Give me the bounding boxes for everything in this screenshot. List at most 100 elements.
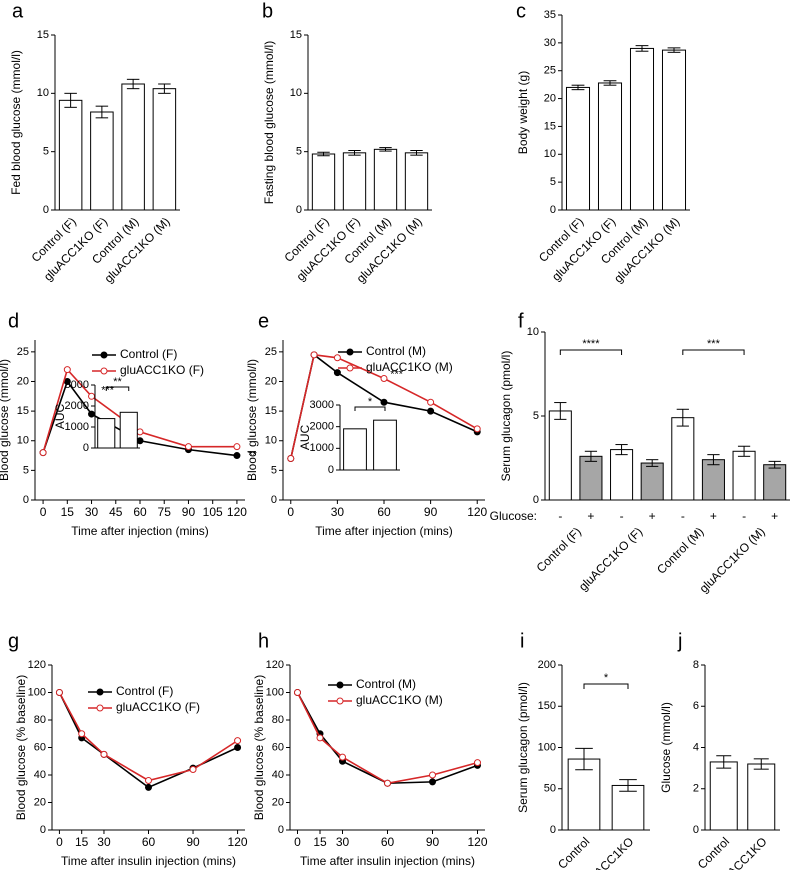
x-axis-label: Time after insulin injection (mins): [300, 854, 475, 868]
x-tick-label: 75: [158, 505, 172, 519]
panel-letter: d: [8, 310, 19, 332]
y-tick-label: 6: [693, 700, 699, 712]
panel-letter: i: [520, 630, 524, 652]
y-tick-label: 10: [37, 87, 49, 99]
x-tick-label: 90: [424, 505, 438, 519]
significance: ****: [582, 338, 600, 350]
x-tick-label: gluACC1KO (M): [697, 524, 768, 595]
point: [429, 778, 436, 786]
point: [427, 407, 435, 415]
panel-letter: c: [516, 0, 526, 22]
inset-bar: [343, 428, 367, 471]
bar: [90, 111, 114, 211]
point: [234, 744, 242, 751]
y-tick-label: 200: [538, 659, 556, 671]
x-axis-label: Time after insulin injection (mins): [61, 854, 236, 868]
point: [380, 375, 388, 383]
inset-bracket: [354, 406, 386, 411]
x-tick-label: 105: [203, 505, 223, 519]
glucose-label: Glucose:: [490, 509, 537, 523]
glucose-sign: -: [558, 509, 562, 523]
point: [310, 351, 318, 359]
y-tick-label: 60: [272, 741, 284, 753]
x-tick-label: gluACC1KO: [580, 834, 636, 870]
legend-label: Control (M): [356, 677, 416, 691]
y-tick-label: 0: [40, 824, 46, 836]
x-tick-label: 0: [56, 835, 63, 849]
point: [55, 689, 63, 696]
y-axis-label: Blood glucose (% baseline): [14, 675, 28, 820]
y-tick-label: 0: [693, 824, 699, 836]
y-tick-label: 0: [550, 204, 556, 216]
y-tick-label: 80: [272, 714, 284, 726]
x-tick-label: 60: [142, 835, 156, 849]
x-tick-label: 30: [85, 505, 99, 519]
point: [427, 398, 435, 406]
legend-marker: [96, 704, 104, 712]
inset-bracket: [105, 386, 130, 391]
bar: [610, 449, 634, 501]
y-tick-label: 15: [544, 120, 556, 132]
y-tick-label: 0: [328, 464, 334, 476]
point: [184, 443, 192, 451]
point: [474, 759, 481, 767]
point: [333, 369, 341, 377]
x-tick-label: 15: [75, 835, 89, 849]
x-tick-label: 45: [109, 505, 123, 519]
y-axis-label: Serum glucagon (pmol/l): [499, 351, 513, 482]
x-tick-label: 120: [467, 835, 487, 849]
point: [333, 354, 341, 362]
bar: [671, 417, 695, 501]
y-axis-label: Fasting blood glucose (mmol/l): [262, 41, 276, 204]
y-axis-label: Blood glucose (mmol/l): [0, 359, 11, 481]
point: [294, 689, 301, 696]
y-tick-label: 15: [17, 405, 29, 417]
y-tick-label: 1000: [65, 421, 89, 433]
point: [339, 753, 346, 761]
y-tick-label: 5: [533, 410, 539, 422]
x-tick-label: 90: [426, 835, 440, 849]
y-tick-label: 20: [272, 796, 284, 808]
y-tick-label: 20: [265, 375, 277, 387]
panel-letter: e: [258, 310, 269, 332]
bar: [565, 86, 591, 211]
x-tick-label: Control: [555, 834, 592, 870]
y-tick-label: 8: [693, 659, 699, 671]
y-tick-label: 20: [34, 796, 46, 808]
y-tick-label: 40: [34, 769, 46, 781]
panel-letter: g: [8, 630, 19, 652]
point: [63, 366, 71, 374]
y-tick-label: 5: [43, 146, 49, 158]
significance: **: [248, 449, 257, 461]
y-tick-label: 80: [34, 714, 46, 726]
bar: [152, 88, 177, 211]
bar: [404, 152, 429, 211]
y-tick-label: 20: [17, 375, 29, 387]
legend-label: Control (F): [116, 684, 173, 698]
y-tick-label: 100: [266, 686, 284, 698]
point: [189, 766, 197, 773]
x-tick-label: 90: [182, 505, 196, 519]
y-tick-label: 10: [527, 326, 539, 338]
series-line: [58, 692, 239, 782]
bar: [747, 763, 776, 831]
bar: [579, 455, 603, 501]
y-tick-label: 25: [17, 346, 29, 358]
legend-label: gluACC1KO (M): [366, 360, 453, 374]
x-tick-label: 60: [133, 505, 147, 519]
x-tick-label: 120: [227, 505, 247, 519]
y-tick-label: 2000: [310, 421, 334, 433]
y-tick-label: 60: [34, 741, 46, 753]
y-tick-label: 0: [83, 442, 89, 454]
x-tick-label: gluACC1KO (F): [576, 524, 645, 593]
significance-bracket: [583, 683, 629, 689]
legend-label: gluACC1KO (F): [120, 363, 204, 377]
y-tick-label: 0: [43, 204, 49, 216]
y-tick-label: 100: [28, 686, 46, 698]
legend-marker: [346, 364, 354, 372]
y-tick-label: 150: [538, 700, 556, 712]
inset-significance: *: [368, 396, 373, 408]
y-tick-label: 10: [17, 435, 29, 447]
significance-bracket: [559, 349, 623, 355]
